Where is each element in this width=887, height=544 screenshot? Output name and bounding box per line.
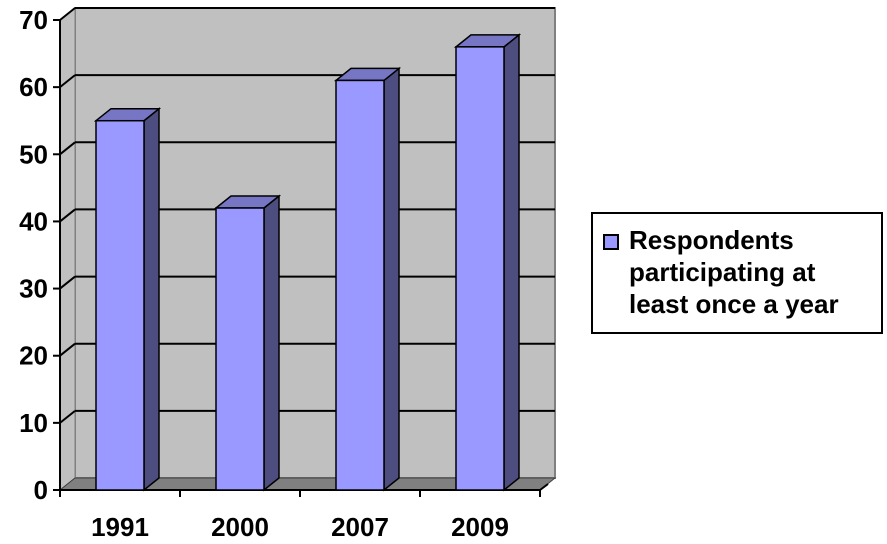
y-tick-label: 20 bbox=[19, 341, 48, 371]
x-axis-end bbox=[539, 483, 549, 491]
gridline-side bbox=[59, 208, 76, 223]
y-tick-label: 60 bbox=[19, 72, 48, 102]
bar bbox=[455, 46, 505, 491]
gridline-side bbox=[59, 275, 76, 290]
gridline-side bbox=[59, 342, 76, 357]
bar-side bbox=[143, 107, 160, 492]
gridline-side bbox=[59, 410, 76, 424]
bar-side bbox=[503, 33, 520, 492]
bar-side bbox=[383, 66, 400, 492]
x-tick-label: 2007 bbox=[331, 512, 389, 542]
y-tick-label: 70 bbox=[19, 5, 48, 35]
y-tick-label: 30 bbox=[19, 274, 48, 304]
y-tick-label: 0 bbox=[34, 475, 48, 505]
legend-label: Respondents participating at least once … bbox=[629, 225, 839, 319]
bar bbox=[95, 119, 145, 491]
chart-legend: Respondents participating at least once … bbox=[591, 212, 883, 334]
legend-swatch bbox=[603, 234, 619, 250]
x-tick-label: 1991 bbox=[91, 512, 149, 542]
gridline-side bbox=[59, 141, 76, 156]
bar bbox=[215, 207, 265, 491]
y-tick-label: 50 bbox=[19, 139, 48, 169]
x-tick-label: 2000 bbox=[211, 512, 269, 542]
gridline-side bbox=[59, 7, 76, 21]
bar bbox=[335, 79, 385, 491]
y-tick-label: 40 bbox=[19, 206, 48, 236]
y-tick-label: 10 bbox=[19, 408, 48, 438]
bar-side bbox=[263, 194, 280, 492]
x-tick-label: 2009 bbox=[451, 512, 509, 542]
gridline-side bbox=[59, 74, 76, 88]
